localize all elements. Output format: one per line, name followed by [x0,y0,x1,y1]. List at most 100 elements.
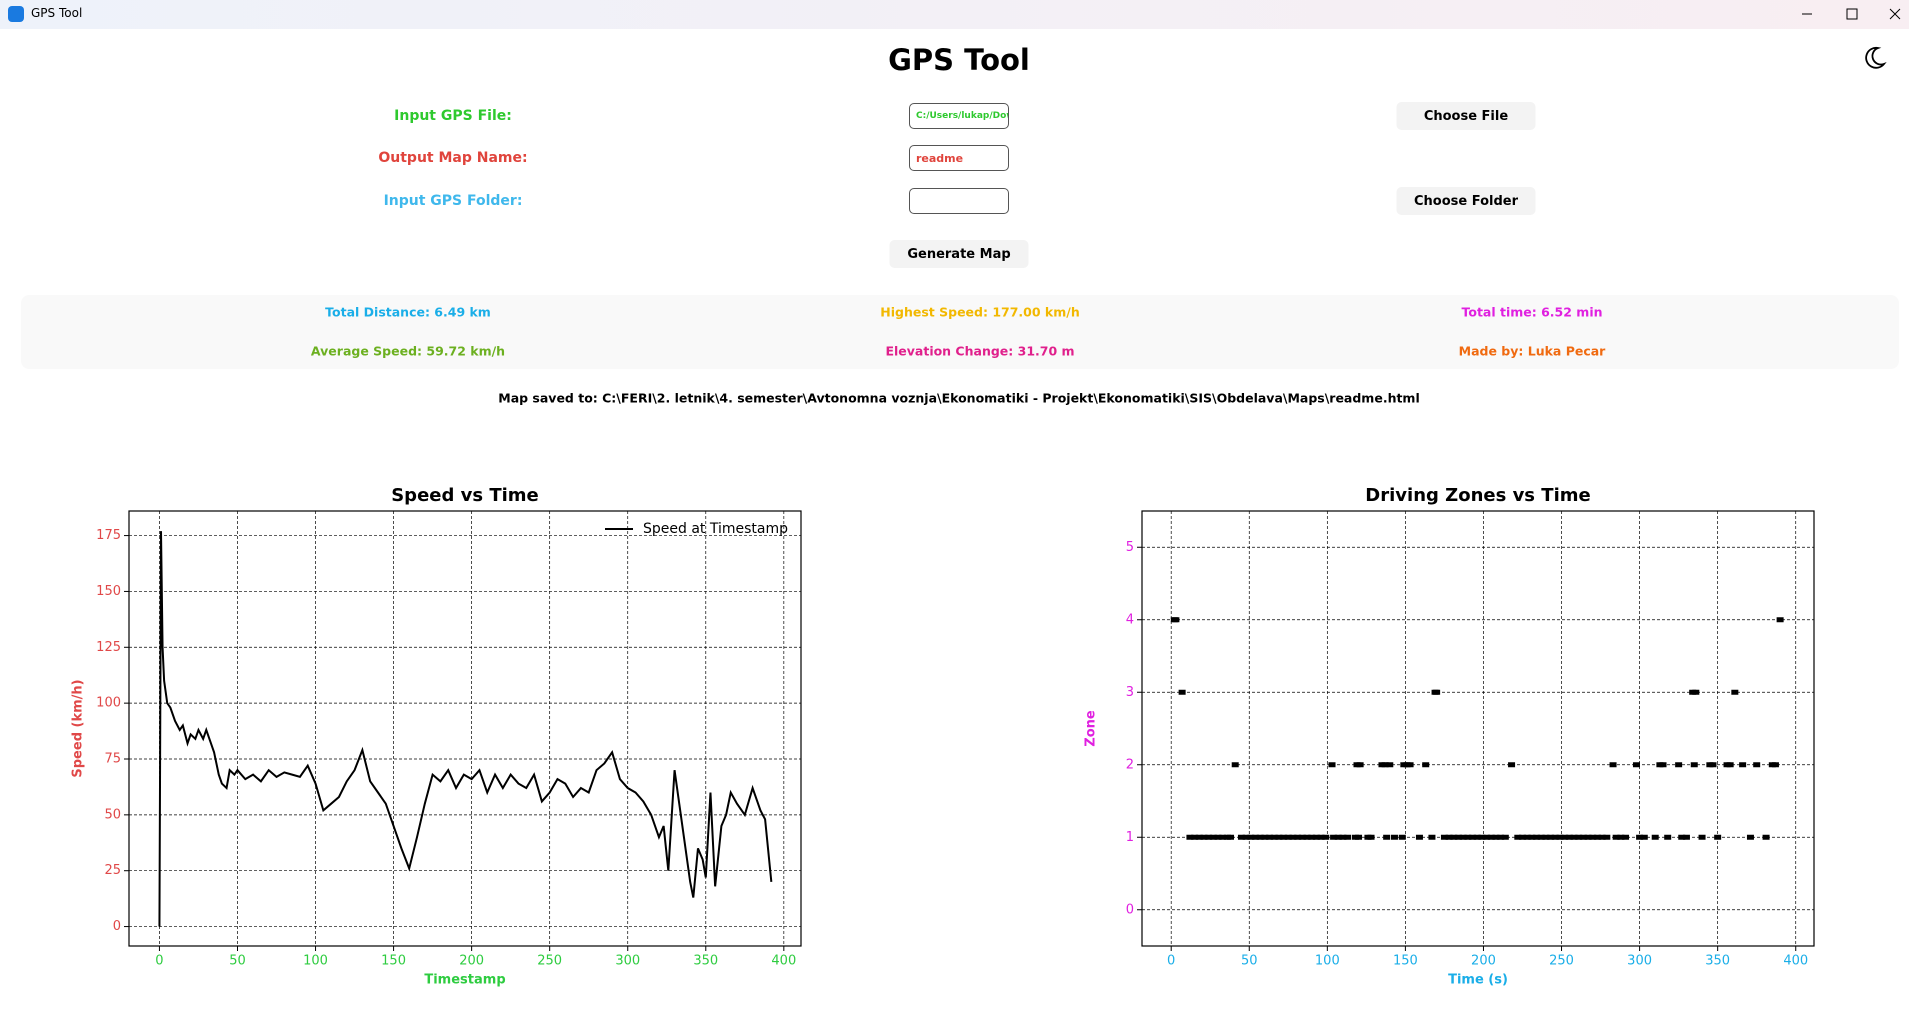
zone-point [1440,834,1448,840]
zone-point [1487,834,1495,840]
zone-point [1675,762,1683,768]
zone-point [1386,762,1394,768]
zone-point [1178,689,1186,695]
y-axis-label: Speed (km/h) [71,679,86,777]
x-tick-label: 0 [1167,954,1175,969]
zone-point [1682,834,1690,840]
zone-point [1398,834,1406,840]
y-tick-label: 25 [104,863,121,878]
zone-point [1322,834,1330,840]
plot-frame [1141,510,1815,947]
x-tick-label: 200 [1471,954,1496,969]
zone-point [1328,762,1336,768]
zone-point [1237,834,1245,840]
x-tick-label: 250 [537,954,562,969]
zone-point [1640,834,1648,840]
zone-point [1528,834,1536,840]
zone-point [1330,834,1338,840]
zone-point [1636,834,1644,840]
zone-point [1570,834,1578,840]
zone-point [1501,834,1509,840]
zone-point [1195,834,1203,840]
zone-point [1762,834,1770,840]
output-name-field[interactable]: readme [909,145,1009,171]
x-tick-label: 100 [1315,954,1340,969]
zone-point [1280,834,1288,840]
input-file-field[interactable]: C:/Users/lukap/Dow [909,103,1009,129]
zone-point [1231,762,1239,768]
zone-point [1771,762,1779,768]
y-axis-label: Zone [1084,710,1099,747]
stat: Made by: Luka Pecar [1458,343,1606,359]
zone-point [1739,762,1747,768]
zone-point [1450,834,1458,840]
zone-point [1709,762,1717,768]
y-tick-label: 75 [104,751,121,766]
zone-point [1547,834,1555,840]
choose-file-button[interactable]: Choose File [1396,102,1536,130]
generate-map-button[interactable]: Generate Map [889,240,1029,268]
x-axis-label: Timestamp [424,973,505,988]
zone-point [1492,834,1500,840]
zone-point [1214,834,1222,840]
zone-point [1622,834,1630,840]
app-title: GPS Tool [888,43,1030,77]
window-controls[interactable] [1790,0,1909,29]
output-name-label: Output Map Name: [378,150,528,166]
y-tick-label: 3 [1126,685,1134,700]
zone-point [1339,834,1347,840]
zone-point [1692,689,1700,695]
input-file-label: Input GPS File: [394,108,512,124]
zone-point [1617,834,1625,840]
theme-toggle[interactable] [1858,40,1892,74]
zone-point [1497,834,1505,840]
y-tick-label: 175 [96,528,121,543]
chart-title: Driving Zones vs Time [1365,485,1590,506]
zone-point [1579,834,1587,840]
zone-point [1478,834,1486,840]
input-folder-label: Input GPS Folder: [383,193,523,209]
choose-folder-button[interactable]: Choose Folder [1396,187,1536,215]
stat: Average Speed: 59.72 km/h [310,343,506,359]
zone-point [1469,834,1477,840]
stats-panel [21,295,1899,369]
stat: Total Distance: 6.49 km [325,304,491,320]
zone-point [1227,834,1235,840]
zone-point [1172,617,1180,623]
zone-point [1186,834,1194,840]
zone-point [1714,834,1722,840]
zone-point [1289,834,1297,840]
stat: Total time: 6.52 min [1461,304,1603,320]
zone-point [1308,834,1316,840]
zone-point [1298,834,1306,840]
zone-point [1266,834,1274,840]
zone-point [1589,834,1597,840]
zone-point [1603,834,1611,840]
zone-point [1753,762,1761,768]
zone-point [1433,689,1441,695]
zone-point [1252,834,1260,840]
zone-point [1664,834,1672,840]
zone-point [1565,834,1573,840]
x-tick-label: 250 [1549,954,1574,969]
zone-point [1367,834,1375,840]
y-tick-label: 150 [96,584,121,599]
y-tick-label: 0 [113,919,121,934]
zone-point [1575,834,1583,840]
zone-point [1537,834,1545,840]
x-tick-label: 400 [771,954,796,969]
x-tick-label: 50 [229,954,246,969]
zone-point [1523,834,1531,840]
zone-point [1284,834,1292,840]
zone-point [1698,834,1706,840]
input-folder-field[interactable] [909,188,1009,214]
x-tick-label: 200 [459,954,484,969]
x-tick-label: 150 [1393,954,1418,969]
zone-point [1508,762,1516,768]
y-tick-label: 2 [1126,757,1134,772]
zone-point [1406,762,1414,768]
y-tick-label: 5 [1126,540,1134,555]
zone-point [1690,762,1698,768]
zone-point [1659,762,1667,768]
zone-point [1731,689,1739,695]
